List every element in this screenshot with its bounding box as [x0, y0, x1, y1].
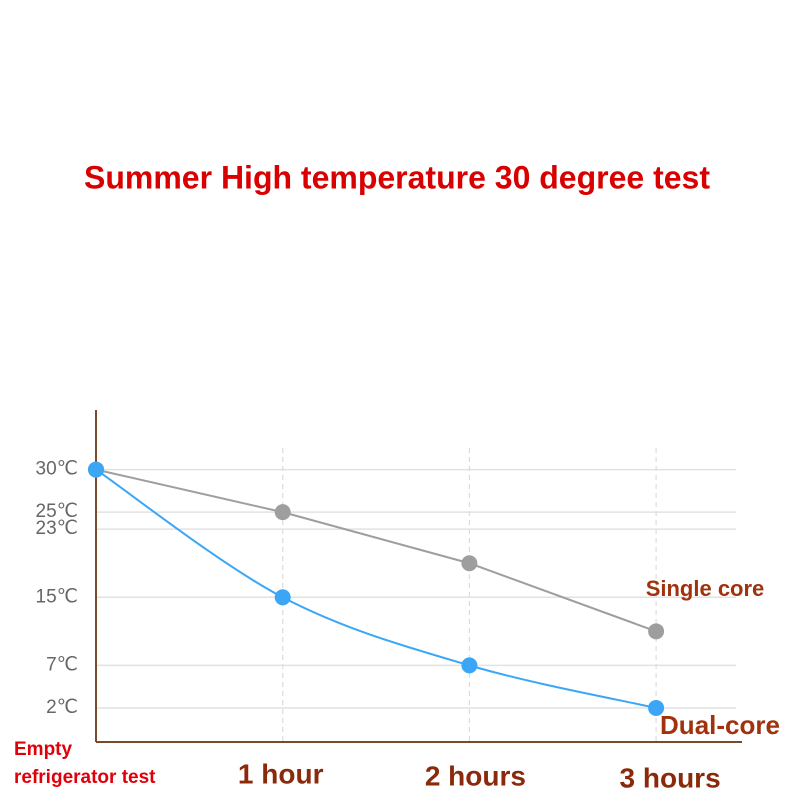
x-tick-label: Empty refrigerator test	[14, 739, 156, 788]
x-tick-label: 2 hours	[425, 760, 526, 791]
series-label: Dual-core	[660, 710, 780, 740]
y-tick-label: 30℃	[36, 459, 78, 480]
data-point	[461, 555, 478, 572]
series-label: Single core	[646, 576, 765, 601]
y-tick-label: 2℃	[46, 697, 78, 718]
data-point	[461, 657, 478, 674]
y-tick-label: 15℃	[36, 586, 78, 607]
series-line	[95, 468, 657, 709]
data-point	[648, 699, 665, 716]
x-tick-label: 1 hour	[238, 758, 324, 789]
data-point	[648, 623, 665, 640]
y-tick-label: 7℃	[46, 654, 78, 675]
x-tick-label: 3 hours	[620, 762, 721, 793]
series-line	[95, 468, 657, 633]
data-point	[274, 504, 291, 521]
data-point	[88, 461, 104, 478]
y-tick-label: 23℃	[36, 518, 78, 539]
chart-title: Summer High temperature 30 degree test	[84, 159, 710, 195]
data-point	[274, 589, 291, 606]
y-tick-label: 25℃	[36, 501, 78, 522]
